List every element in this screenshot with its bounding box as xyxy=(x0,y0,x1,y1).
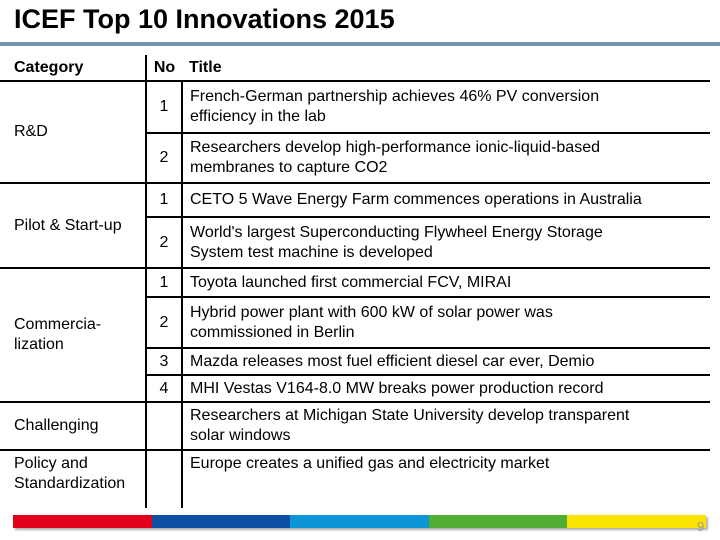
innovation-title-cell: Hybrid power plant with 600 kW of solar … xyxy=(182,296,710,348)
row-number-cell: 4 xyxy=(146,374,183,402)
footer-bar-segment xyxy=(567,515,706,528)
innovation-title-cell: Researchers develop high-performance ion… xyxy=(182,132,710,183)
page-number: 9 xyxy=(697,519,705,534)
table-header-row: Category No Title xyxy=(0,55,710,82)
footer-bar-segment xyxy=(290,515,429,528)
innovation-title-cell: Researchers at Michigan State University… xyxy=(182,401,710,450)
footer-color-bar xyxy=(13,515,706,528)
row-number-cell xyxy=(146,401,183,450)
innovation-title-cell: Toyota launched first commercial FCV, MI… xyxy=(182,267,710,297)
table-row: 3 Mazda releases most fuel efficient dies… xyxy=(0,347,710,375)
table-row: Pilot & Start-up 1 CETO 5 Wave Energy Farm… xyxy=(0,182,710,268)
row-number-cell: 2 xyxy=(146,132,183,183)
innovation-title-cell: Europe creates a unified gas and electri… xyxy=(182,449,710,508)
footer-bar-segment xyxy=(151,515,291,528)
innovation-title-cell: CETO 5 Wave Energy Farm commences operat… xyxy=(182,182,710,217)
table-row: 2 Researchers develop high-performance io… xyxy=(0,132,710,183)
footer-bar-segment xyxy=(13,515,152,528)
row-number-cell: 2 xyxy=(146,296,183,348)
innovation-title-cell: MHI Vestas V164-8.0 MW breaks power prod… xyxy=(182,374,710,402)
table-row: Policy and Standardization Europe creates… xyxy=(0,449,710,508)
row-number-cell xyxy=(146,449,183,508)
row-number-cell: 2 xyxy=(146,216,183,268)
table-row: R&D 1 French-German partnership achieves 4… xyxy=(0,80,710,183)
header-no: No xyxy=(146,55,182,82)
row-number-cell: 1 xyxy=(146,267,183,297)
table-row: 2 World's largest Superconducting Flywhee… xyxy=(0,216,710,268)
row-number-cell: 1 xyxy=(146,182,183,217)
innovations-table: Category No Title R&D 1 French-German part… xyxy=(0,55,710,508)
table-body: R&D 1 French-German partnership achieves 4… xyxy=(0,80,710,508)
table-row: Challenging Researchers at Michigan State… xyxy=(0,401,710,450)
table-row: 4 MHI Vestas V164-8.0 MW breaks power pro… xyxy=(0,374,710,402)
title-underline-rule xyxy=(0,42,720,46)
header-title: Title xyxy=(182,55,710,82)
innovation-title-cell: World's largest Superconducting Flywheel… xyxy=(182,216,710,268)
category-cell: Policy and Standardization xyxy=(0,449,147,508)
table-row: 2 Hybrid power plant with 600 kW of solar… xyxy=(0,296,710,348)
category-cell: R&D xyxy=(0,80,147,183)
header-category: Category xyxy=(0,55,147,82)
category-cell: Challenging xyxy=(0,401,147,450)
row-number-cell: 1 xyxy=(146,80,183,133)
table-row: Commercia- lization 1 Toyota launched firs… xyxy=(0,267,710,402)
category-cell: Pilot & Start-up xyxy=(0,182,147,268)
innovation-title-cell: Mazda releases most fuel efficient diese… xyxy=(182,347,710,375)
row-number-cell: 3 xyxy=(146,347,183,375)
category-cell: Commercia- lization xyxy=(0,267,147,402)
innovation-title-cell: French-German partnership achieves 46% P… xyxy=(182,80,710,133)
footer-bar-segment xyxy=(428,515,568,528)
slide-title: ICEF Top 10 Innovations 2015 xyxy=(14,4,395,34)
